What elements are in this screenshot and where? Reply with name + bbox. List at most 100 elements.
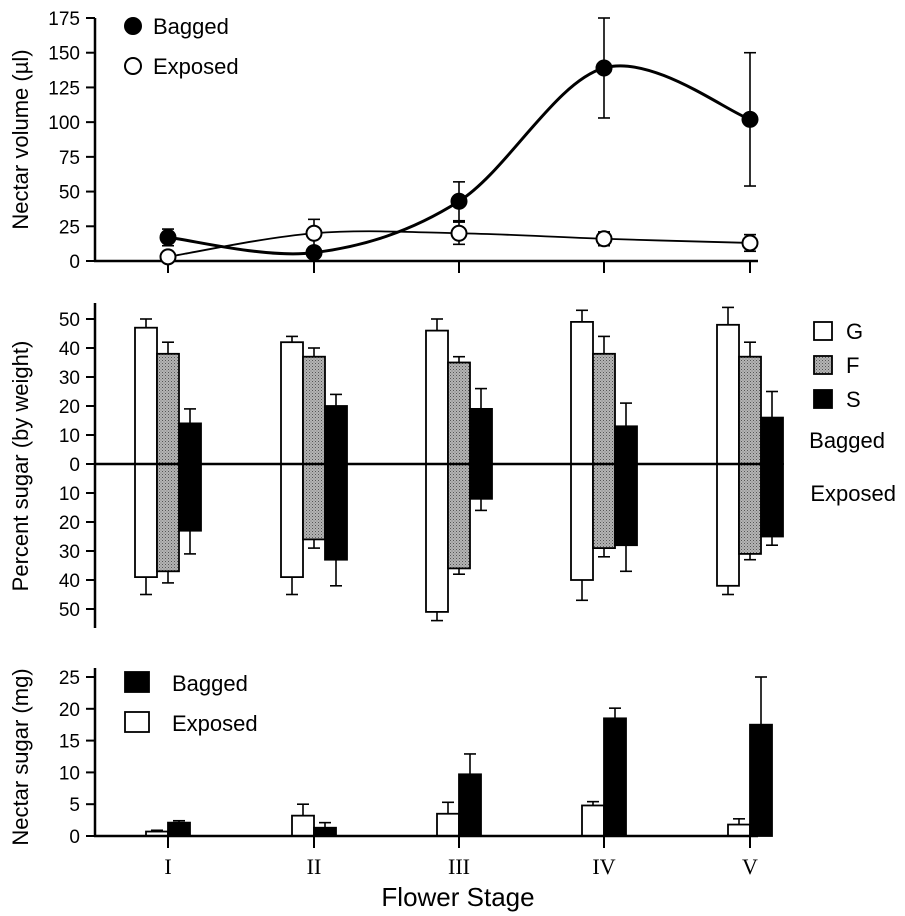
point-exposed bbox=[450, 224, 468, 242]
y-tick-label: 20 bbox=[59, 513, 80, 534]
point-exposed bbox=[741, 234, 759, 252]
bar-bagged-s bbox=[469, 407, 493, 465]
error-bar-exposed-f bbox=[598, 548, 610, 558]
bar-exposed-g bbox=[570, 463, 594, 581]
error-bar-bagged-f bbox=[598, 335, 610, 354]
legend-label-bagged: Bagged bbox=[172, 671, 248, 696]
error-bar-bagged bbox=[464, 753, 476, 775]
error-bar-exposed-f bbox=[308, 539, 320, 549]
legend-swatch-g bbox=[813, 321, 833, 341]
point-bagged bbox=[450, 192, 468, 210]
x-tick-label-I: I bbox=[164, 854, 171, 879]
y-tick-label: 40 bbox=[59, 339, 80, 360]
error-bar-bagged-f bbox=[162, 341, 174, 354]
bar-bagged-f bbox=[738, 355, 762, 465]
legend-label-g: G bbox=[846, 319, 863, 344]
y-tick-label: 10 bbox=[59, 763, 80, 784]
y-tick-label: 0 bbox=[69, 252, 80, 273]
y-tick-label: 125 bbox=[48, 78, 80, 99]
error-bar-exposed bbox=[442, 801, 454, 814]
point-exposed bbox=[305, 224, 323, 242]
bar-exposed-g bbox=[134, 463, 158, 578]
bar-exposed-g bbox=[280, 463, 304, 578]
nectar-sugar-panel: 0 5 10 15 20 25 Nectar sugar (mg) Bagged Exposed bbox=[8, 668, 773, 848]
bar-exposed-g bbox=[716, 463, 740, 587]
legend-swatch-bagged bbox=[124, 671, 150, 693]
error-bar-bagged bbox=[173, 819, 185, 823]
bar-exposed-s bbox=[324, 463, 348, 561]
error-bar-exposed-g bbox=[431, 611, 443, 622]
legend-swatch-s bbox=[813, 389, 833, 409]
bar-bagged-f bbox=[447, 361, 471, 465]
error-bar-bagged-g bbox=[140, 318, 152, 328]
y-tick-label: 150 bbox=[48, 44, 80, 65]
point-bagged bbox=[595, 59, 613, 77]
bar-bagged-g bbox=[716, 323, 740, 465]
error-bar-bagged-g bbox=[576, 309, 588, 322]
percent-sugar-panel: 0 10 10 20 20 30 30 40 40 50 50 Percent sugar (by w… bbox=[8, 303, 896, 628]
error-bar-bagged-s bbox=[184, 408, 196, 424]
bar-bagged-s bbox=[324, 405, 348, 465]
bar-exposed-f bbox=[738, 463, 762, 555]
point-exposed bbox=[595, 230, 613, 248]
y-tick-label: 75 bbox=[59, 148, 80, 169]
point-bagged bbox=[741, 110, 759, 128]
y-tick-label: 100 bbox=[48, 113, 80, 134]
error-bar-exposed bbox=[587, 800, 599, 806]
error-bar-exposed-s bbox=[330, 559, 342, 587]
bar-bagged-f bbox=[156, 352, 180, 465]
y-tick-label: 25 bbox=[59, 668, 80, 689]
y-axis-title-percent: Percent sugar (by weight) bbox=[8, 341, 33, 592]
y-tick-label: 0 bbox=[69, 455, 80, 476]
bar-exposed-s bbox=[178, 463, 202, 532]
y-tick-label: 50 bbox=[59, 183, 80, 204]
error-bar-exposed-s bbox=[475, 498, 487, 512]
y-axis-title-volume: Nectar volume (µl) bbox=[8, 49, 33, 229]
bar-bagged-s bbox=[178, 422, 202, 465]
error-bar-bagged-f bbox=[308, 347, 320, 357]
x-tick-label-V: V bbox=[742, 854, 758, 879]
error-bar-bagged-f bbox=[744, 341, 756, 357]
error-bar-bagged-s bbox=[330, 393, 342, 406]
y-tick-label: 40 bbox=[59, 571, 80, 592]
legend-marker-bagged bbox=[124, 17, 142, 35]
legend-label-exposed: Exposed bbox=[153, 54, 239, 79]
error-bar-exposed-f bbox=[162, 571, 174, 584]
bar-bagged bbox=[603, 717, 627, 837]
bar-bagged-f bbox=[302, 355, 326, 465]
flower-stage-axis: I II III IV V bbox=[94, 834, 758, 879]
y-tick-label: 15 bbox=[59, 732, 80, 753]
bar-exposed-f bbox=[447, 463, 471, 570]
bar-exposed bbox=[727, 823, 751, 837]
error-bar-exposed-g bbox=[722, 585, 734, 596]
bar-bagged-g bbox=[280, 341, 304, 465]
bar-bagged-g bbox=[570, 320, 594, 465]
bar-bagged-g bbox=[134, 326, 158, 465]
error-bar-bagged bbox=[755, 676, 767, 725]
bar-exposed-f bbox=[156, 463, 180, 573]
x-tick-label-IV: IV bbox=[592, 854, 615, 879]
legend-label-exposed: Exposed bbox=[172, 711, 258, 736]
error-bar-bagged-g bbox=[722, 306, 734, 325]
y-axis-title-sugar: Nectar sugar (mg) bbox=[8, 668, 33, 845]
y-tick-label: 50 bbox=[59, 600, 80, 621]
error-bar-exposed-f bbox=[744, 553, 756, 561]
error-bar-exposed-g bbox=[140, 577, 152, 596]
bar-exposed bbox=[291, 814, 315, 837]
x-axis-title: Flower Stage bbox=[381, 882, 534, 912]
legend-label-s: S bbox=[846, 387, 861, 412]
error-bar-bagged-s bbox=[620, 402, 632, 427]
nectar-volume-panel: 0 25 50 75 100 125 150 175 Nectar volume (µl) Bag… bbox=[8, 9, 759, 273]
error-bar-exposed-s bbox=[766, 536, 778, 547]
bar-exposed-f bbox=[302, 463, 326, 541]
error-bar-exposed bbox=[151, 829, 163, 832]
error-bar-exposed-f bbox=[453, 568, 465, 576]
y-tick-label: 10 bbox=[59, 426, 80, 447]
bar-bagged bbox=[167, 821, 191, 837]
legend-marker-exposed bbox=[124, 57, 142, 75]
error-bar-exposed bbox=[297, 803, 309, 816]
error-bar-exposed bbox=[733, 818, 745, 825]
point-exposed bbox=[159, 248, 177, 266]
error-bar-exposed-s bbox=[620, 545, 632, 573]
